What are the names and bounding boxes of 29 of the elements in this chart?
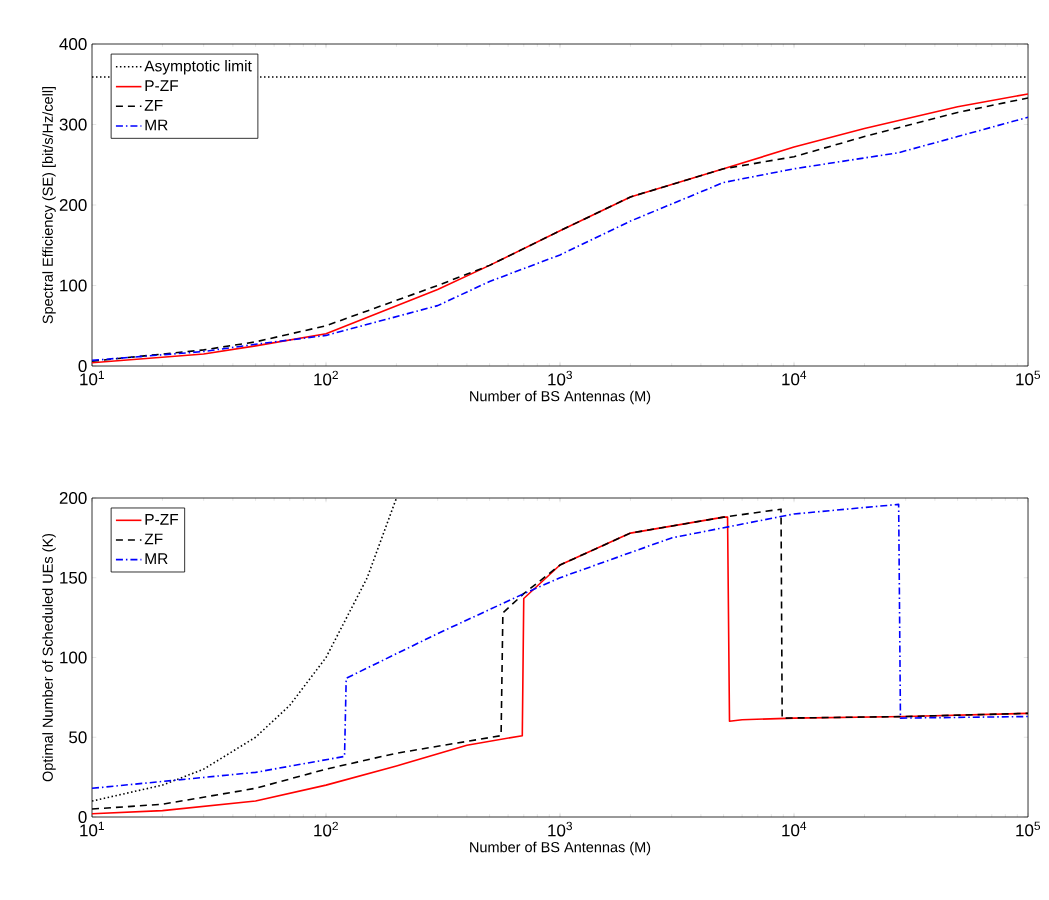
- x-tick-label: 10$^{2}$: [314, 821, 338, 837]
- legend-label: MR: [145, 553, 168, 564]
- x-tick-label: 10$^{3}$: [548, 821, 572, 837]
- y-tick-label: 300: [59, 118, 87, 131]
- legend-label: ZF: [144, 99, 163, 111]
- x-tick-label: 10$^{3}$: [548, 370, 572, 386]
- y-tick-label: 0: [78, 359, 87, 373]
- x-tick-label: 10$^{4}$: [782, 821, 807, 837]
- y-tick-label: 0: [78, 810, 87, 824]
- y-tick-label: 200: [59, 198, 87, 212]
- y-tick-label: 150: [60, 571, 87, 584]
- y-tick-label: 50: [69, 731, 87, 744]
- y-tick-label: 200: [59, 491, 87, 505]
- legend-label: P-ZF: [145, 80, 179, 91]
- y-axis-title: Optimal Number of Scheduled UEs (K): [42, 533, 56, 782]
- x-tick-label: 10$^{2}$: [314, 370, 338, 386]
- y-tick-label: 100: [60, 651, 87, 664]
- x-tick-label: 10$^{5}$: [1016, 821, 1041, 837]
- legend-label: Asymptotic limit: [144, 60, 252, 75]
- x-tick-label: 10$^{4}$: [782, 370, 807, 386]
- y-tick-label: 100: [60, 279, 87, 292]
- y-tick-label: 400: [59, 37, 87, 51]
- x-axis-title: Number of BS Antennas (M): [470, 390, 651, 405]
- y-axis-title: Spectral Efficiency (SE) [bit/s/Hz/cell]: [42, 86, 56, 324]
- x-axis-title: Number of BS Antennas (M): [470, 841, 651, 856]
- legend-label: MR: [145, 119, 168, 131]
- legend-label: ZF: [144, 533, 163, 545]
- x-tick-label: 10$^{5}$: [1016, 370, 1041, 386]
- legend-label: P-ZF: [145, 513, 179, 525]
